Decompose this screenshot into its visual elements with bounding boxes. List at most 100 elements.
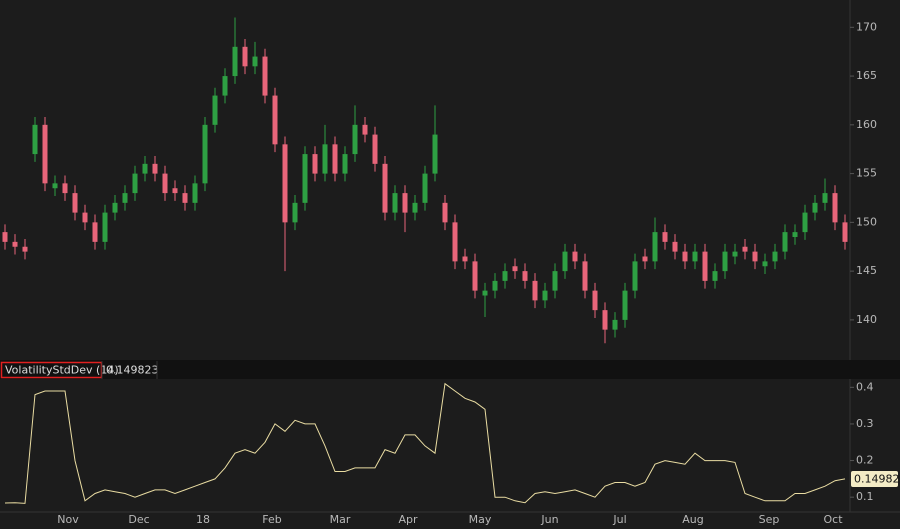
indicator-line bbox=[4, 382, 846, 504]
x-tick-label: Apr bbox=[398, 513, 418, 526]
candle-body bbox=[552, 271, 558, 291]
candle-body bbox=[462, 256, 468, 262]
candle-body bbox=[422, 173, 428, 203]
candle-body bbox=[102, 212, 108, 242]
candle-body bbox=[772, 251, 778, 262]
candle-body bbox=[662, 232, 668, 242]
x-tick-label: 18 bbox=[196, 513, 210, 526]
candle-body bbox=[22, 246, 28, 252]
candle-body bbox=[262, 56, 268, 96]
candle-body bbox=[792, 232, 798, 237]
candle-body bbox=[652, 232, 658, 262]
candle-body bbox=[282, 144, 288, 223]
y-tick-label: 145 bbox=[856, 264, 877, 277]
x-tick-label: Mar bbox=[330, 513, 351, 526]
candle-body bbox=[572, 251, 578, 262]
candle-body bbox=[32, 124, 38, 155]
candle-body bbox=[222, 76, 228, 96]
candle-body bbox=[312, 154, 318, 174]
candle-body bbox=[412, 202, 418, 213]
y-tick-label: 170 bbox=[856, 20, 877, 33]
candle-body bbox=[382, 163, 388, 213]
candle-body bbox=[132, 173, 138, 194]
candle-body bbox=[352, 124, 358, 155]
candle-body bbox=[532, 280, 538, 301]
y-tick-label: 165 bbox=[856, 69, 877, 82]
candle-body bbox=[182, 193, 188, 203]
x-tick-label: Jun bbox=[540, 513, 558, 526]
candle-body bbox=[372, 134, 378, 164]
candle-body bbox=[482, 290, 488, 296]
candle-body bbox=[812, 202, 818, 213]
y-tick-label: 150 bbox=[856, 215, 877, 228]
indicator-value: 0.149823 bbox=[106, 364, 159, 377]
x-tick-label: Oct bbox=[823, 513, 843, 526]
candle-body bbox=[732, 251, 738, 257]
candle-body bbox=[702, 251, 708, 281]
candle-body bbox=[592, 290, 598, 311]
y-tick-label: 0.1 bbox=[856, 490, 874, 503]
candle-body bbox=[672, 241, 678, 252]
candle-body bbox=[152, 163, 158, 174]
candle-body bbox=[612, 319, 618, 330]
candle-body bbox=[202, 124, 208, 184]
candle-body bbox=[322, 144, 328, 174]
candle-body bbox=[12, 241, 18, 247]
candle-body bbox=[492, 280, 498, 291]
candle-body bbox=[452, 222, 458, 262]
candle-body bbox=[52, 183, 58, 189]
candle-body bbox=[272, 95, 278, 145]
candle-body bbox=[742, 246, 748, 252]
candle-body bbox=[712, 271, 718, 281]
x-tick-label: Feb bbox=[262, 513, 281, 526]
candle-body bbox=[782, 232, 788, 252]
y-tick-label: 155 bbox=[856, 167, 877, 180]
y-tick-label: 160 bbox=[856, 118, 877, 131]
candle-body bbox=[682, 251, 688, 262]
candle-body bbox=[692, 251, 698, 262]
candle-body bbox=[542, 290, 548, 301]
x-tick-label: May bbox=[469, 513, 492, 526]
x-tick-label: Nov bbox=[57, 513, 79, 526]
candle-body bbox=[192, 183, 198, 203]
candle-body bbox=[302, 154, 308, 203]
last-value-label: 0.14982 bbox=[854, 472, 900, 485]
candle-body bbox=[502, 271, 508, 281]
y-tick-label: 0.3 bbox=[856, 417, 874, 430]
candle-body bbox=[112, 202, 118, 213]
candle-body bbox=[172, 188, 178, 194]
candle-body bbox=[802, 212, 808, 233]
candle-body bbox=[92, 222, 98, 242]
candle-body bbox=[342, 154, 348, 174]
candle-body bbox=[752, 251, 758, 262]
candle-body bbox=[632, 261, 638, 291]
candle-body bbox=[72, 193, 78, 213]
candle-body bbox=[62, 183, 68, 194]
y-tick-label: 0.4 bbox=[856, 380, 874, 393]
candle-body bbox=[522, 271, 528, 281]
candle-body bbox=[232, 46, 238, 77]
candle-body bbox=[832, 193, 838, 223]
indicator-header bbox=[0, 360, 900, 379]
candle-body bbox=[562, 251, 568, 272]
candle-body bbox=[2, 232, 8, 242]
x-tick-label: Dec bbox=[128, 513, 149, 526]
candle-body bbox=[842, 222, 848, 242]
x-tick-label: Sep bbox=[759, 513, 780, 526]
candle-body bbox=[392, 193, 398, 213]
candle-body bbox=[822, 193, 828, 203]
candle-body bbox=[642, 256, 648, 262]
candle-body bbox=[622, 290, 628, 320]
candle-body bbox=[512, 266, 518, 272]
y-tick-label: 140 bbox=[856, 313, 877, 326]
indicator-title: VolatilityStdDev (14) bbox=[5, 364, 119, 377]
candle-body bbox=[402, 193, 408, 213]
candle-body bbox=[442, 202, 448, 223]
candle-body bbox=[292, 202, 298, 223]
candle-body bbox=[722, 251, 728, 272]
candle-body bbox=[432, 134, 438, 174]
candle-body bbox=[82, 212, 88, 223]
candle-body bbox=[122, 193, 128, 203]
